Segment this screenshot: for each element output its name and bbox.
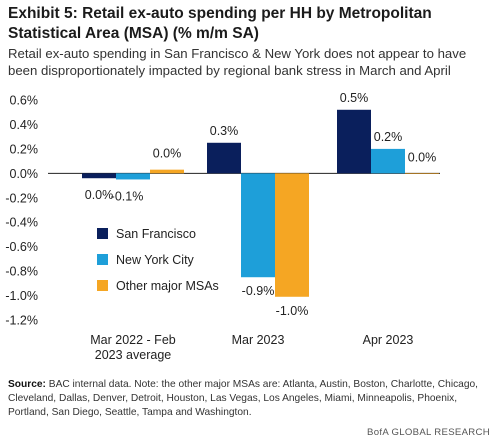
legend-swatch — [97, 228, 108, 239]
y-tick-label: 0.6% — [10, 94, 39, 108]
bar — [371, 148, 405, 174]
bar — [241, 173, 275, 278]
source-label: Source: — [8, 379, 46, 390]
data-label: 0.0% — [408, 150, 437, 164]
x-category-label: Mar 2023 — [232, 333, 285, 347]
y-tick-label: -1.0% — [5, 289, 38, 303]
brand-footer: BofA GLOBAL RESEARCH — [367, 427, 490, 438]
y-tick-label: 0.4% — [10, 118, 39, 132]
legend-label: Other major MSAs — [116, 279, 219, 293]
chart-subtitle: Retail ex-auto spending in San Francisco… — [8, 46, 467, 78]
x-category-label: 2023 average — [95, 348, 172, 362]
y-tick-label: -1.2% — [5, 314, 38, 328]
bar — [337, 109, 371, 174]
legend-label: New York City — [116, 253, 195, 267]
bar — [116, 173, 150, 180]
source-note: Source: BAC internal data. Note: the oth… — [8, 378, 494, 420]
data-label: -1.0% — [276, 304, 309, 318]
data-label: 0.2% — [374, 130, 403, 144]
bar — [82, 173, 116, 179]
y-tick-label: 0.0% — [10, 167, 39, 181]
x-category-label: Mar 2022 - Feb — [90, 333, 176, 347]
data-label: 0.0% — [153, 146, 182, 160]
source-text: BAC internal data. Note: the other major… — [8, 379, 478, 418]
chart-title: Exhibit 5: Retail ex-auto spending per H… — [8, 5, 432, 42]
y-tick-label: -0.8% — [5, 265, 38, 279]
data-label: -0.9% — [242, 284, 275, 298]
data-label: 0.0% — [85, 188, 114, 202]
legend-swatch — [97, 280, 108, 291]
bar — [405, 173, 439, 174]
bar-chart: 0.6% 0.4% 0.2% 0.0% -0.2% -0.4% -0.6% -0.8% -1.0… — [5, 91, 440, 362]
y-tick-label: -0.4% — [5, 216, 38, 230]
y-tick-label: -0.2% — [5, 191, 38, 205]
data-label: 0.3% — [210, 124, 239, 138]
data-label: -0.1% — [111, 189, 144, 203]
data-label: 0.5% — [340, 91, 369, 105]
bar — [207, 142, 241, 174]
legend-swatch — [97, 254, 108, 265]
bar — [275, 173, 309, 297]
legend-label: San Francisco — [116, 227, 196, 241]
y-tick-label: 0.2% — [10, 142, 39, 156]
x-category-label: Apr 2023 — [363, 333, 414, 347]
y-tick-label: -0.6% — [5, 240, 38, 254]
bar — [150, 169, 184, 174]
